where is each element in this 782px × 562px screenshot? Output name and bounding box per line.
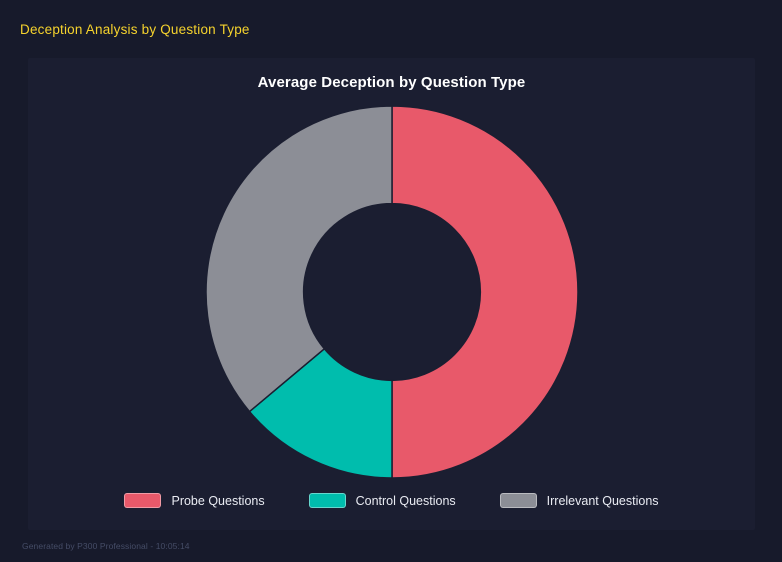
- chart-legend: Probe Questions Control Questions Irreleva…: [28, 493, 755, 508]
- donut-slice-1[interactable]: [391, 105, 579, 479]
- page-title: Deception Analysis by Question Type: [20, 21, 250, 37]
- donut-slice-group: [205, 105, 579, 479]
- donut-chart-svg: [205, 105, 579, 479]
- donut-slice-2[interactable]: [248, 347, 393, 479]
- donut-chart: [204, 104, 580, 480]
- donut-slice-3[interactable]: [205, 105, 393, 413]
- legend-swatch-icon: [499, 493, 537, 508]
- legend-swatch-icon: [308, 493, 346, 508]
- legend-label: Probe Questions: [171, 493, 265, 508]
- app-header: Deception Analysis by Question Type: [0, 0, 782, 58]
- chart-title: Average Deception by Question Type: [257, 74, 526, 91]
- legend-label: Control Questions: [355, 493, 456, 508]
- legend-item-1[interactable]: Probe Questions: [124, 493, 265, 508]
- legend-item-2[interactable]: Control Questions: [308, 493, 456, 508]
- app-footer: Generated by P300 Professional - 10:05:1…: [22, 536, 190, 554]
- legend-label: Irrelevant Questions: [546, 493, 659, 508]
- chart-card: Average Deception by Question Type Probe…: [28, 58, 755, 530]
- legend-item-3[interactable]: Irrelevant Questions: [499, 493, 659, 508]
- footer-generated-by: Generated by P300 Professional - 10:05:1…: [22, 541, 190, 551]
- legend-swatch-icon: [124, 493, 162, 508]
